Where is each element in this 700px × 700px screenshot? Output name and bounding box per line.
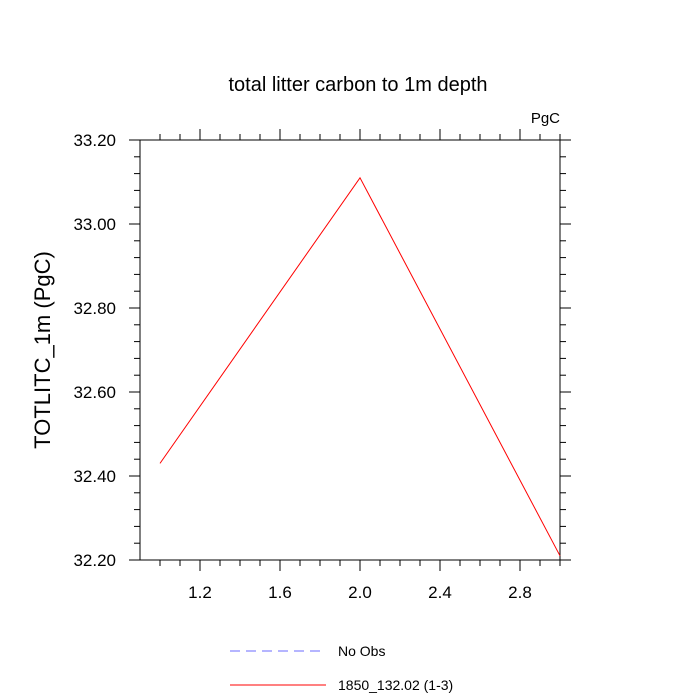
legend-label: 1850_132.02 (1-3) (338, 677, 453, 693)
y-tick-label: 33.00 (73, 215, 116, 234)
x-tick-label: 1.6 (268, 583, 292, 602)
legend: No Obs 1850_132.02 (1-3) (230, 643, 453, 693)
x-tick-label: 2.0 (348, 583, 372, 602)
y-axis-label: TOTLITC_1m (PgC) (30, 251, 55, 449)
y-tick-label: 33.20 (73, 131, 116, 150)
y-tick-label: 32.80 (73, 299, 116, 318)
y-tick-label: 32.20 (73, 551, 116, 570)
series-lines (159, 176, 561, 557)
legend-label: No Obs (338, 643, 385, 659)
y-tick-label: 32.60 (73, 383, 116, 402)
x-tick-label: 2.8 (508, 583, 532, 602)
x-tick-label: 1.2 (188, 583, 212, 602)
x-tick-label: 2.4 (428, 583, 452, 602)
axis-ticks (129, 129, 571, 571)
units-label: PgC (531, 110, 560, 127)
chart-title: total litter carbon to 1m depth (228, 74, 487, 96)
y-tick-label: 32.40 (73, 467, 116, 486)
plot-frame (139, 139, 561, 561)
tick-labels: 32.20 32.40 32.60 32.80 33.00 33.20 1.2 1.6 2.0 2… (73, 131, 531, 602)
series-line (159, 176, 561, 557)
